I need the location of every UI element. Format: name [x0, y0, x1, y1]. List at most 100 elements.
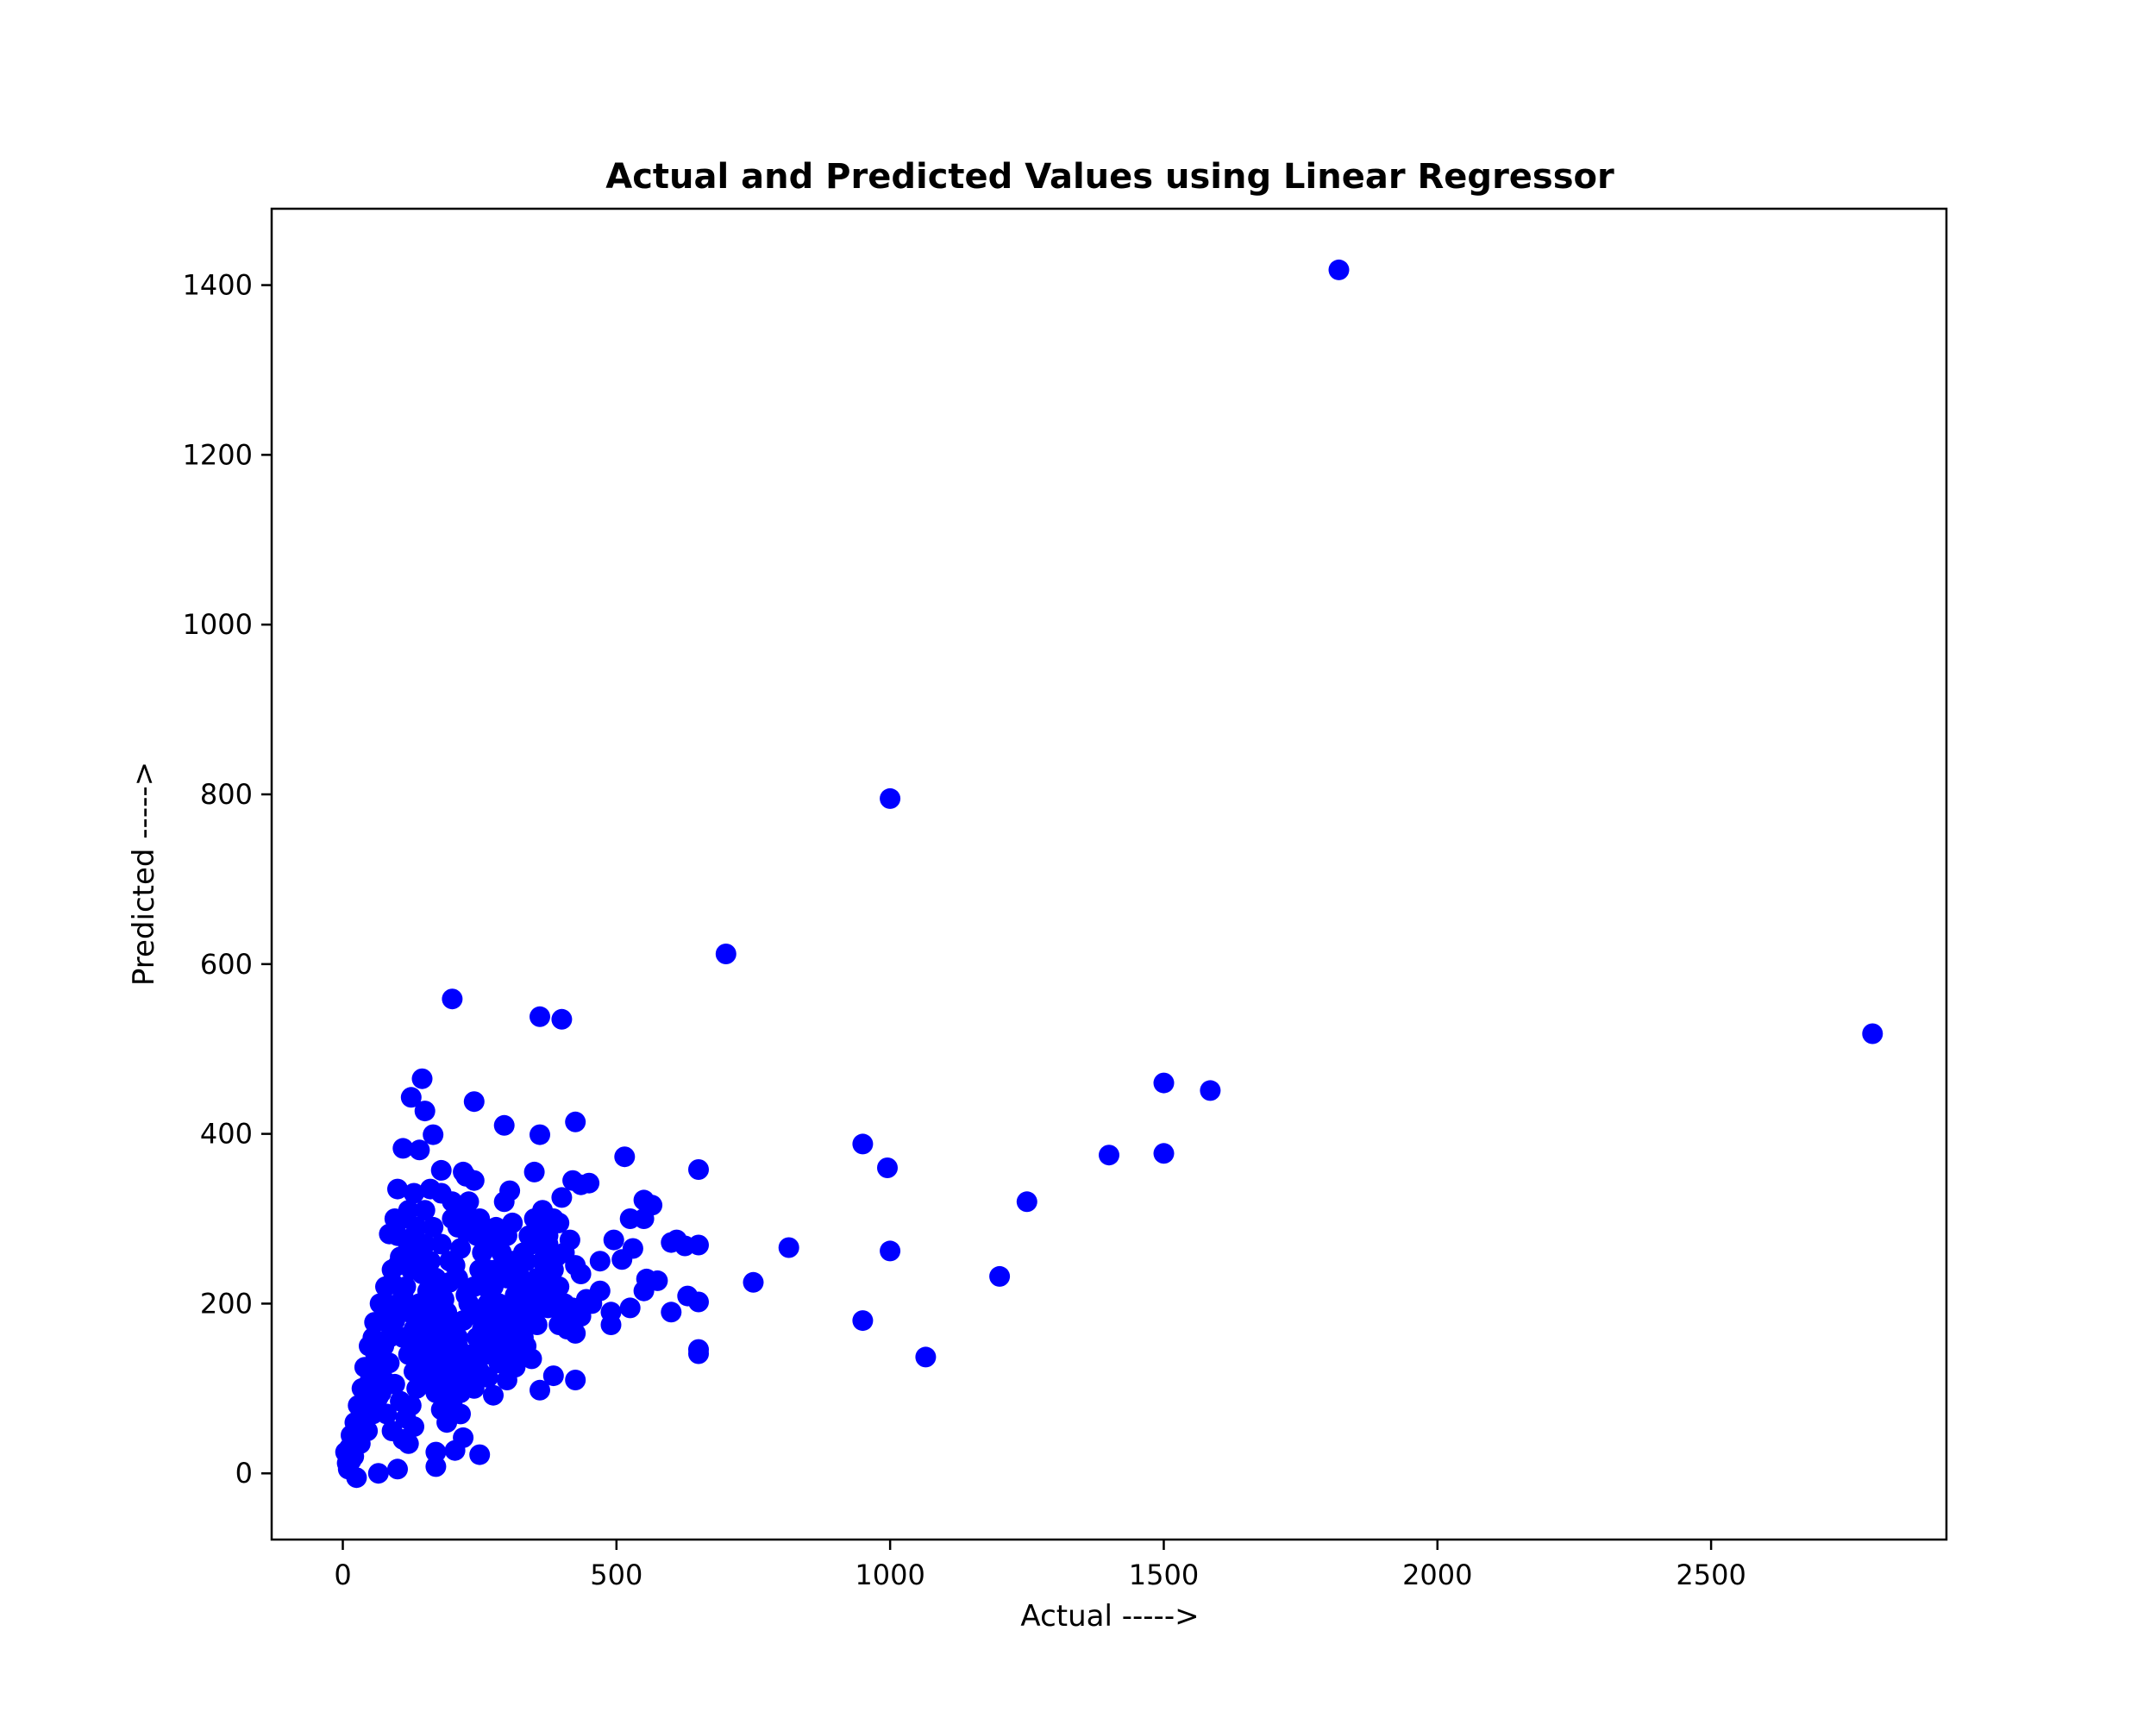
data-point: [406, 1377, 428, 1399]
data-point: [404, 1182, 424, 1204]
data-point: [603, 1229, 624, 1251]
data-point: [469, 1208, 491, 1229]
data-point: [409, 1139, 430, 1161]
data-point: [512, 1280, 534, 1302]
data-point: [1328, 259, 1350, 280]
data-point: [436, 1302, 458, 1323]
y-tick-label: 800: [200, 778, 253, 811]
data-point: [523, 1161, 545, 1182]
data-point: [392, 1327, 414, 1348]
data-point: [474, 1344, 496, 1365]
data-point: [439, 1251, 461, 1272]
data-point: [447, 1335, 468, 1357]
data-point: [486, 1306, 507, 1327]
data-point: [384, 1310, 405, 1332]
y-tick-label: 200: [200, 1287, 253, 1320]
data-point: [619, 1297, 641, 1319]
data-point: [778, 1237, 799, 1258]
x-tick-label: 1000: [855, 1559, 924, 1591]
data-point: [423, 1216, 444, 1238]
data-point: [469, 1259, 491, 1281]
x-tick-label: 2500: [1676, 1559, 1745, 1591]
y-tick-label: 1400: [183, 269, 253, 302]
data-point: [458, 1191, 479, 1213]
x-tick-label: 1500: [1129, 1559, 1199, 1591]
data-point: [381, 1421, 403, 1441]
y-tick-label: 400: [200, 1118, 253, 1151]
data-point: [453, 1161, 474, 1182]
plot-frame: [270, 207, 1948, 1541]
data-point: [688, 1159, 709, 1180]
data-point: [852, 1310, 874, 1332]
data-point: [483, 1384, 504, 1406]
data-point: [387, 1178, 408, 1200]
data-point: [530, 1379, 550, 1401]
data-point: [493, 1114, 515, 1136]
data-point: [354, 1357, 375, 1378]
data-point: [430, 1361, 452, 1383]
data-point: [414, 1233, 436, 1255]
data-point: [442, 1390, 463, 1412]
data-point: [565, 1111, 586, 1132]
data-point: [387, 1458, 408, 1480]
data-point: [463, 1091, 485, 1113]
data-point: [395, 1276, 417, 1297]
data-point: [425, 1267, 447, 1289]
data-point: [502, 1212, 523, 1233]
data-point: [619, 1208, 641, 1229]
data-point: [523, 1306, 545, 1327]
data-point: [447, 1216, 468, 1238]
data-point: [551, 1008, 573, 1030]
data-point: [559, 1229, 580, 1251]
data-point: [463, 1377, 485, 1399]
data-point: [367, 1386, 389, 1408]
data-point: [502, 1310, 523, 1332]
data-point: [915, 1346, 937, 1368]
data-point: [364, 1312, 385, 1333]
data-point: [493, 1191, 515, 1213]
data-point: [880, 787, 901, 809]
data-point: [581, 1293, 603, 1314]
data-point: [562, 1170, 584, 1191]
data-point: [1200, 1080, 1221, 1101]
data-point: [556, 1319, 578, 1339]
y-axis-label: Predicted ----->: [127, 762, 161, 986]
data-point: [351, 1377, 373, 1399]
data-point: [479, 1289, 501, 1310]
data-point: [614, 1146, 636, 1168]
data-point: [423, 1124, 444, 1145]
data-point: [486, 1216, 507, 1238]
data-point: [688, 1343, 709, 1364]
data-point: [409, 1293, 430, 1314]
data-point: [436, 1412, 458, 1433]
data-point: [444, 1440, 466, 1461]
data-point: [430, 1159, 452, 1181]
data-point: [542, 1365, 564, 1387]
data-point: [589, 1251, 611, 1272]
data-point: [387, 1225, 408, 1246]
data-point: [600, 1314, 622, 1335]
data-point: [425, 1441, 447, 1463]
data-point: [674, 1235, 696, 1257]
data-point: [390, 1293, 411, 1314]
data-point: [496, 1370, 517, 1390]
x-tick-label: 500: [590, 1559, 642, 1591]
data-point: [479, 1233, 501, 1255]
data-point: [430, 1233, 452, 1255]
data-point: [442, 988, 463, 1010]
data-point: [414, 1310, 436, 1332]
data-point: [369, 1293, 391, 1314]
data-point: [392, 1138, 414, 1159]
data-point: [1153, 1143, 1175, 1164]
data-point: [1862, 1023, 1883, 1044]
y-tick-label: 1000: [183, 608, 253, 641]
data-point: [989, 1265, 1011, 1287]
x-axis-label: Actual ----->: [1020, 1599, 1199, 1634]
data-point: [398, 1200, 419, 1221]
data-point: [442, 1319, 463, 1339]
y-tick-label: 1200: [183, 438, 253, 471]
data-point: [400, 1087, 422, 1108]
data-point: [877, 1157, 898, 1178]
data-point: [359, 1335, 379, 1357]
